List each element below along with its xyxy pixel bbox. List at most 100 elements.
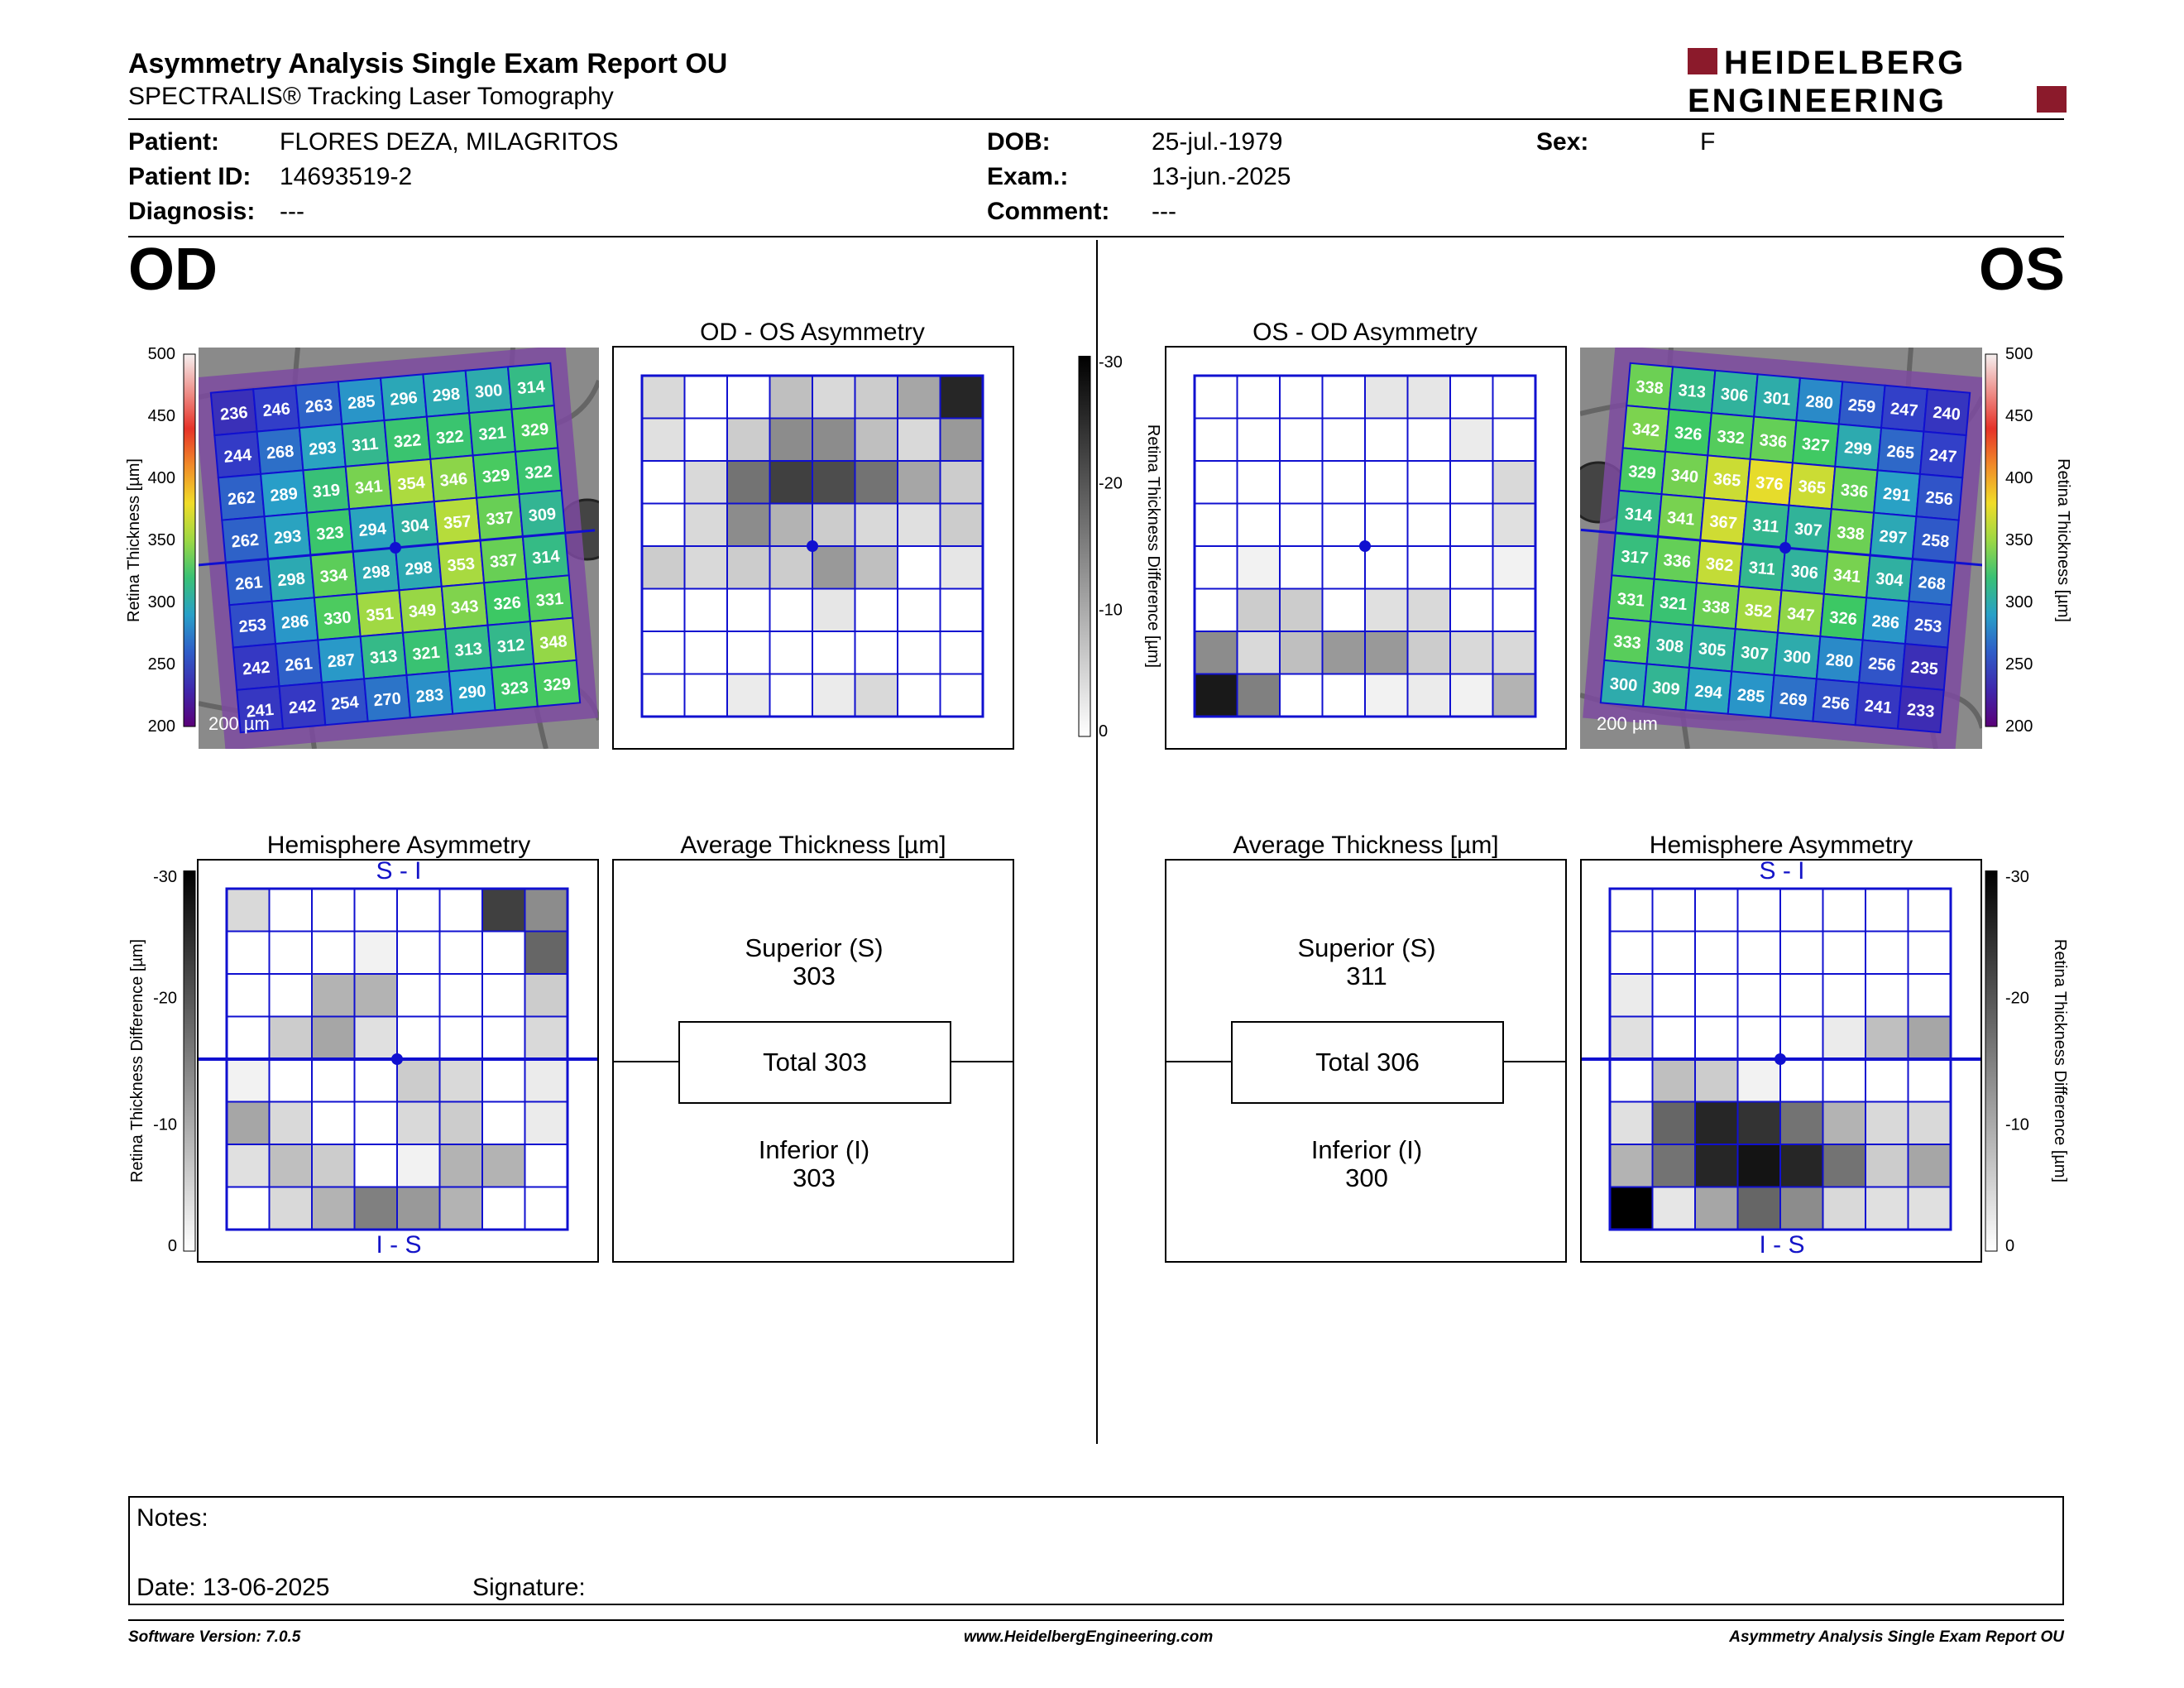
fovea-marker: [390, 542, 401, 554]
grid-cell: [1406, 460, 1451, 505]
grid-cell: [1651, 930, 1696, 975]
od-scale-bar: 200 µm: [208, 713, 270, 734]
grid-cell: [683, 587, 728, 632]
grid-cell: [854, 460, 898, 505]
thickness-value: 241: [1864, 697, 1893, 717]
thickness-value: 337: [489, 551, 518, 572]
grid-cell: [1907, 1186, 1952, 1230]
od-superior-label: Superior (S): [745, 933, 884, 962]
grid-cell: [1651, 1144, 1696, 1188]
thickness-value: 376: [1755, 473, 1784, 494]
grid-cell: [1865, 930, 1909, 975]
grid-cell: [396, 1015, 441, 1060]
scale-tick: -10: [1099, 602, 1123, 620]
grid-cell: [311, 1186, 356, 1230]
grid-cell: [438, 1144, 483, 1188]
grid-cell: [1236, 545, 1281, 590]
scale-axis-label: Retina Thickness Difference [µm]: [128, 939, 146, 1182]
grid-cell: [854, 673, 898, 717]
os-asymmetry-panel: [1165, 346, 1567, 750]
grid-cell: [769, 631, 813, 675]
grid-cell: [481, 973, 526, 1018]
grid-cell: [854, 502, 898, 547]
thickness-value: 326: [1828, 608, 1857, 629]
scale-tick: 200: [2005, 717, 2033, 736]
thickness-value: 298: [277, 569, 306, 590]
grid-cell: [1822, 888, 1866, 933]
thickness-value: 343: [450, 597, 479, 618]
grid-cell: [1279, 545, 1324, 590]
grid-cell: [396, 1101, 441, 1145]
grid-cell: [1822, 930, 1866, 975]
grid-cell: [1364, 545, 1409, 590]
grid-cell: [1651, 1186, 1696, 1230]
grid-border: [640, 374, 984, 718]
date-label: Date: 13-06-2025: [136, 1574, 330, 1601]
grid-cell: [1822, 1144, 1866, 1188]
grid-cell: [1609, 1144, 1654, 1188]
grid-cell: [1822, 1101, 1866, 1145]
grid-cell: [1492, 460, 1536, 505]
exam-label: Exam.:: [987, 163, 1069, 190]
os-avg-panel: Superior (S) 311 Total 306 Inferior (I) …: [1165, 859, 1567, 1263]
grid-cell: [268, 888, 313, 933]
grid-cell: [1822, 1058, 1866, 1103]
grid-cell: [683, 502, 728, 547]
grid-cell: [939, 460, 984, 505]
grid-cell: [268, 973, 313, 1018]
grid-cell: [524, 973, 568, 1018]
thickness-value: 291: [1882, 485, 1911, 506]
grid-cell: [726, 460, 771, 505]
grid-cell: [1907, 888, 1952, 933]
grid-cell: [481, 1186, 526, 1230]
grid-cell: [1736, 1144, 1781, 1188]
grid-cell: [1694, 888, 1739, 933]
grid-cell: [769, 375, 813, 420]
od-hemi-panel: S - I I - S: [197, 857, 599, 1263]
od-superior-value: 303: [793, 961, 836, 990]
grid-cell: [897, 587, 941, 632]
thickness-value: 294: [358, 520, 388, 540]
thickness-value: 285: [1736, 686, 1765, 707]
grid-cell: [1779, 1144, 1824, 1188]
thickness-value: 341: [1666, 509, 1695, 530]
thickness-value: 262: [231, 531, 260, 552]
grid-cell: [726, 673, 771, 717]
grid-cell: [353, 973, 398, 1018]
thickness-value: 329: [1627, 463, 1656, 483]
od-difference-scale: -30 -20 -10 0 Retina Thickness Difference [µ…: [124, 868, 199, 1259]
grid-cell: [1449, 631, 1494, 675]
grid-cell: [769, 460, 813, 505]
grid-cell: [939, 375, 984, 420]
thickness-value: 304: [400, 516, 430, 537]
grid-cell: [1694, 930, 1739, 975]
color-bar: [1985, 353, 1998, 727]
website-link[interactable]: www.HeidelbergEngineering.com: [964, 1628, 1214, 1646]
scale-tick: 400: [2005, 469, 2033, 487]
thickness-cell: [1896, 685, 1945, 734]
thickness-value: 354: [397, 473, 427, 494]
report-subtitle: SPECTRALIS® Tracking Laser Tomography: [128, 83, 614, 110]
scale-tick: -30: [2005, 870, 2029, 886]
od-asymmetry-panel: [612, 346, 1014, 750]
grid-cell: [812, 417, 856, 462]
signature-label: Signature:: [472, 1574, 586, 1601]
grid-cell: [897, 545, 941, 590]
grid-cell: [1321, 417, 1366, 462]
thickness-value: 322: [524, 463, 553, 483]
scale-tick: -10: [2005, 1116, 2029, 1134]
grid-cell: [1279, 417, 1324, 462]
grid-cell: [683, 545, 728, 590]
grid-cell: [1279, 375, 1324, 420]
gray-bar: [1078, 355, 1091, 737]
grid-cell: [854, 417, 898, 462]
grid-cell: [1194, 545, 1238, 590]
grid-cell: [1907, 1058, 1952, 1103]
fovea-marker: [391, 1053, 403, 1065]
thickness-value: 285: [347, 392, 376, 413]
grid-cell: [311, 1015, 356, 1060]
footer-divider: [128, 1619, 2064, 1621]
od-hemi-title: Hemisphere Asymmetry: [266, 832, 531, 859]
grid-cell: [311, 973, 356, 1018]
thickness-value: 261: [285, 655, 314, 675]
